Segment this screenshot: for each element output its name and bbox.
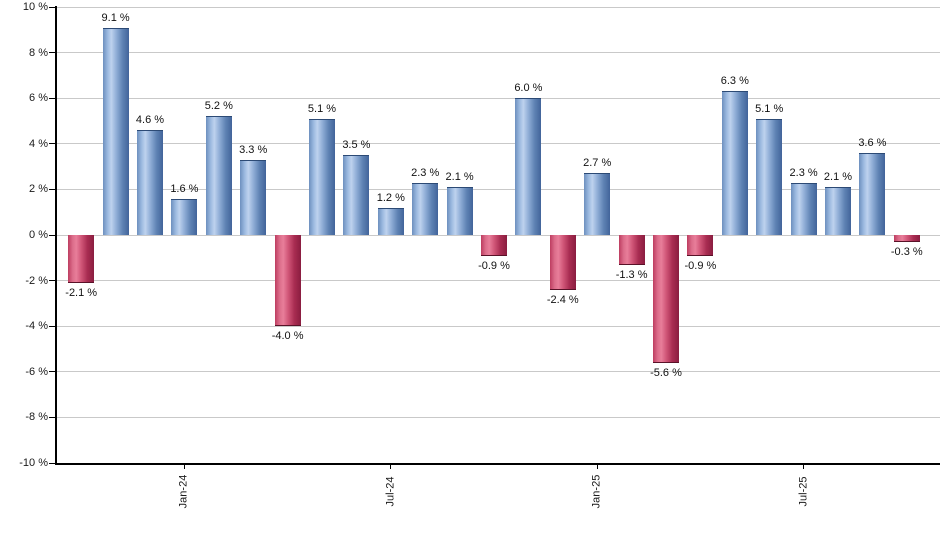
bar-value-label: 3.3 % bbox=[239, 143, 268, 156]
bar bbox=[309, 118, 335, 235]
bar bbox=[790, 182, 817, 235]
gridline bbox=[57, 97, 940, 99]
bar-value-label: -0.9 % bbox=[684, 259, 717, 272]
bar-value-label: 9.1 % bbox=[101, 11, 130, 24]
bar bbox=[549, 235, 576, 290]
y-axis-tick bbox=[49, 6, 55, 8]
gridline bbox=[57, 143, 940, 145]
bar bbox=[756, 118, 783, 235]
x-axis-tick bbox=[803, 463, 805, 469]
bar bbox=[859, 152, 886, 235]
bar bbox=[893, 235, 920, 242]
bar-value-label: 1.6 % bbox=[170, 182, 199, 195]
bar bbox=[412, 182, 439, 235]
gridline bbox=[57, 280, 940, 282]
bar bbox=[68, 235, 95, 283]
x-axis-tick-label: Jul-24 bbox=[384, 476, 397, 506]
gridline bbox=[57, 6, 940, 8]
y-axis-tick bbox=[49, 188, 55, 190]
bar-value-label: 5.1 % bbox=[755, 102, 784, 115]
bar bbox=[137, 130, 163, 235]
y-axis-tick-label: -10 % bbox=[19, 457, 48, 469]
bar-value-label: -1.3 % bbox=[615, 268, 648, 281]
gridline bbox=[57, 371, 940, 373]
bar bbox=[274, 235, 301, 327]
y-axis-tick-label: 10 % bbox=[22, 1, 48, 13]
gridline bbox=[57, 52, 940, 54]
x-axis-tick bbox=[596, 463, 598, 469]
bar-value-label: 2.3 % bbox=[789, 166, 818, 179]
x-axis-tick-label: Jul-25 bbox=[797, 476, 810, 506]
bar bbox=[653, 235, 679, 363]
bar-value-label: 2.1 % bbox=[445, 171, 474, 184]
y-axis-tick bbox=[49, 52, 55, 54]
y-axis-tick bbox=[49, 280, 55, 282]
gridline bbox=[57, 188, 940, 190]
bar-value-label: 6.3 % bbox=[720, 75, 749, 88]
y-axis-tick-label: 8 % bbox=[29, 46, 48, 59]
y-axis-tick-label: 2 % bbox=[29, 183, 48, 196]
bar bbox=[825, 187, 851, 235]
bar bbox=[618, 235, 645, 265]
y-axis-tick bbox=[49, 325, 55, 327]
bar bbox=[343, 155, 370, 235]
y-axis-tick-label: 6 % bbox=[29, 92, 48, 105]
bar-value-label: 3.6 % bbox=[858, 136, 887, 149]
y-axis-line bbox=[55, 6, 57, 465]
bar bbox=[240, 159, 267, 235]
y-axis-tick bbox=[49, 462, 55, 464]
y-axis-tick-label: -6 % bbox=[25, 365, 48, 378]
y-axis-tick bbox=[49, 234, 55, 236]
bar bbox=[446, 187, 473, 235]
bar bbox=[102, 27, 129, 235]
x-axis-tick-label: Jan-24 bbox=[177, 474, 190, 508]
y-axis-tick bbox=[49, 97, 55, 99]
y-axis-tick-label: -2 % bbox=[25, 274, 48, 287]
bar bbox=[481, 235, 507, 256]
y-axis-tick-label: -8 % bbox=[25, 411, 48, 424]
y-axis-tick-label: 4 % bbox=[29, 137, 48, 150]
bar-value-label: 5.2 % bbox=[204, 100, 233, 113]
y-axis-tick-label: 0 % bbox=[29, 229, 48, 241]
bar-value-label: 6.0 % bbox=[514, 82, 543, 95]
bar-value-label: 5.1 % bbox=[307, 102, 337, 115]
bar-value-label: 1.2 % bbox=[376, 191, 405, 204]
x-axis-tick-label: Jan-25 bbox=[590, 474, 603, 508]
gridline bbox=[57, 416, 940, 418]
y-axis-tick bbox=[49, 416, 55, 418]
bar-value-label: -0.3 % bbox=[890, 245, 923, 258]
bar-value-label: 4.6 % bbox=[135, 114, 165, 127]
x-axis-tick bbox=[183, 463, 185, 469]
bar bbox=[721, 91, 748, 235]
y-axis-tick bbox=[49, 371, 55, 373]
bar-value-label: -0.9 % bbox=[478, 259, 510, 272]
bar-value-label: -4.0 % bbox=[271, 330, 304, 343]
bar-value-label: 3.5 % bbox=[342, 139, 371, 152]
bar-value-label: -2.4 % bbox=[546, 293, 579, 306]
bar bbox=[171, 198, 198, 235]
bar bbox=[687, 235, 714, 256]
bar-value-label: -2.1 % bbox=[65, 286, 98, 299]
gridline bbox=[57, 325, 940, 327]
x-axis-tick bbox=[390, 463, 392, 469]
bar bbox=[515, 98, 542, 235]
x-axis-line bbox=[55, 463, 940, 465]
bar bbox=[377, 207, 404, 235]
plot-area bbox=[57, 6, 940, 464]
bar-value-label: 2.3 % bbox=[411, 166, 440, 179]
bar-value-label: -5.6 % bbox=[650, 366, 682, 379]
bar bbox=[205, 116, 232, 235]
y-axis-tick-label: -4 % bbox=[25, 320, 48, 333]
bar-value-label: 2.1 % bbox=[823, 171, 853, 184]
y-axis-tick bbox=[49, 143, 55, 145]
bar bbox=[584, 173, 611, 235]
bar-value-label: 2.7 % bbox=[583, 157, 612, 170]
